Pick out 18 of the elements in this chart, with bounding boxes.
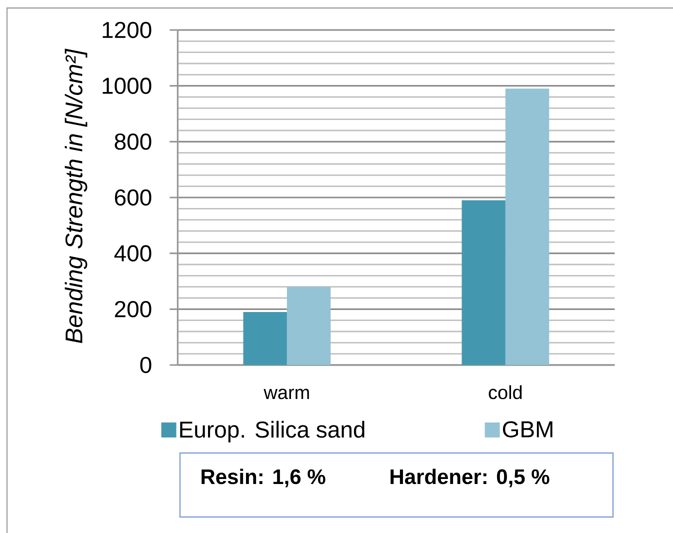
bar bbox=[286, 286, 331, 365]
y-tick-label: 600 bbox=[114, 189, 152, 206]
y-tick-label: 1200 bbox=[102, 22, 152, 38]
text: Hardener: 0,5 % bbox=[390, 468, 550, 488]
x-tick-label: warm bbox=[264, 388, 309, 400]
x-tick-label: cold bbox=[488, 385, 522, 400]
bar bbox=[505, 88, 550, 365]
bar bbox=[243, 312, 287, 365]
y-tick-label: 800 bbox=[114, 134, 152, 150]
y-tick-label: 200 bbox=[114, 301, 152, 318]
bar bbox=[462, 200, 506, 365]
text: Resin: 1,6 % bbox=[202, 468, 326, 488]
y-tick-label: 0 bbox=[140, 356, 152, 374]
y-tick-label: 1000 bbox=[102, 78, 152, 94]
y-tick-label: 400 bbox=[114, 245, 152, 262]
y-axis-title: Bending Strength in [N/cm²] bbox=[64, 48, 88, 344]
legend-label: GBM bbox=[502, 421, 552, 438]
legend-label: Europ. Silica sand bbox=[180, 420, 364, 442]
